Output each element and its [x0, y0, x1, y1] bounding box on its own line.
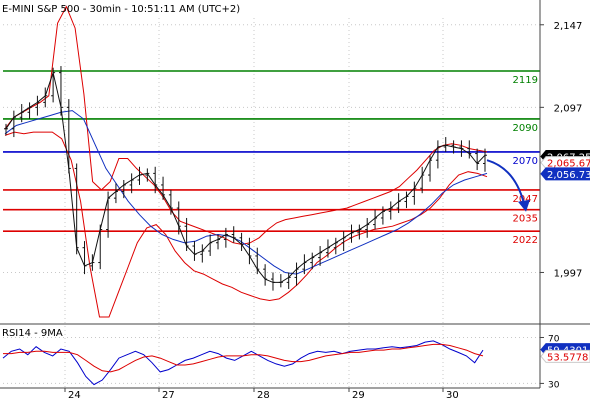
price-bar: [121, 179, 126, 199]
price-axis: 2,1472,0971,99770302,067.252,065.672,056…: [64, 21, 590, 400]
price-bar: [208, 234, 213, 256]
price-bar: [388, 201, 393, 220]
moving-average-line: [4, 110, 488, 275]
date-tick-label-27: 27: [162, 390, 175, 400]
price-bars: [4, 66, 487, 291]
price-tag-1-text: 2,065.67: [547, 159, 590, 170]
forecast-arrow-head: [518, 199, 530, 212]
date-tick-label-29: 29: [352, 390, 365, 400]
price-bar: [82, 241, 87, 275]
level-label-2022: 2022: [513, 235, 538, 246]
price-bar: [365, 217, 370, 238]
price-tick-label: 1,997: [554, 268, 583, 279]
rsi-9ma-line: [3, 343, 484, 373]
upper-band-line: [4, 5, 488, 245]
price-bar: [66, 99, 71, 174]
price-bar: [404, 191, 409, 209]
price-bar: [333, 237, 338, 255]
price-bar: [247, 237, 252, 265]
date-tick-label-28: 28: [257, 390, 270, 400]
price-tag-1: 2,065.67: [540, 156, 590, 170]
lower-band-line: [4, 131, 488, 318]
price-bar: [239, 232, 244, 251]
price-bar: [435, 140, 440, 169]
date-tick-label-30: 30: [446, 390, 459, 400]
bollinger-bands: [4, 5, 488, 318]
level-label-2119: 2119: [513, 75, 538, 86]
price-tick-label: 2,097: [554, 103, 583, 114]
level-label-2047: 2047: [513, 194, 538, 205]
price-bar: [161, 176, 166, 200]
price-bar: [231, 226, 236, 243]
close-line: [5, 70, 486, 283]
forecast-arrow: [486, 159, 530, 212]
rsi-tag-1: 53.5778: [540, 349, 590, 363]
price-tag-2-text: 2,056.73: [547, 170, 590, 181]
main-gridlines: [3, 18, 540, 388]
price-tag-2: 2,056.73: [540, 167, 590, 181]
rsi-title: RSI14 - 9MA: [2, 328, 63, 339]
price-bar: [278, 274, 283, 288]
price-bar: [192, 241, 197, 261]
level-label-2070: 2070: [513, 156, 538, 167]
rsi-tag-1-bg: [540, 349, 590, 363]
rsi-tick-label: 30: [548, 380, 560, 390]
level-label-2090: 2090: [513, 123, 538, 134]
rsi-tick-label: 70: [548, 334, 560, 344]
price-bar: [357, 224, 362, 240]
price-bar: [286, 272, 291, 289]
price-tick-label: 2,147: [554, 21, 583, 32]
price-bar: [483, 148, 487, 172]
price-tag-1-bg: [540, 156, 590, 170]
price-tag-2-bg: [540, 167, 590, 181]
price-bar: [216, 234, 221, 250]
price-bar: [35, 95, 40, 116]
forecast-arrow-shaft: [486, 159, 525, 204]
chart-title: E-MINI S&P 500 - 30min - 10:51:11 AM (UT…: [2, 4, 240, 15]
price-bar: [200, 244, 205, 263]
level-label-2035: 2035: [513, 214, 538, 225]
date-tick-label-24: 24: [68, 390, 81, 400]
support-resistance-levels: 2119 2090 2070 2047 2035 2022: [3, 70, 540, 246]
price-bar: [263, 264, 268, 286]
price-bar: [27, 102, 32, 119]
rsi-panel: [0, 323, 590, 386]
chart-frame: [0, 0, 541, 389]
rsi-tag-1-text: 53.5778: [547, 352, 588, 363]
